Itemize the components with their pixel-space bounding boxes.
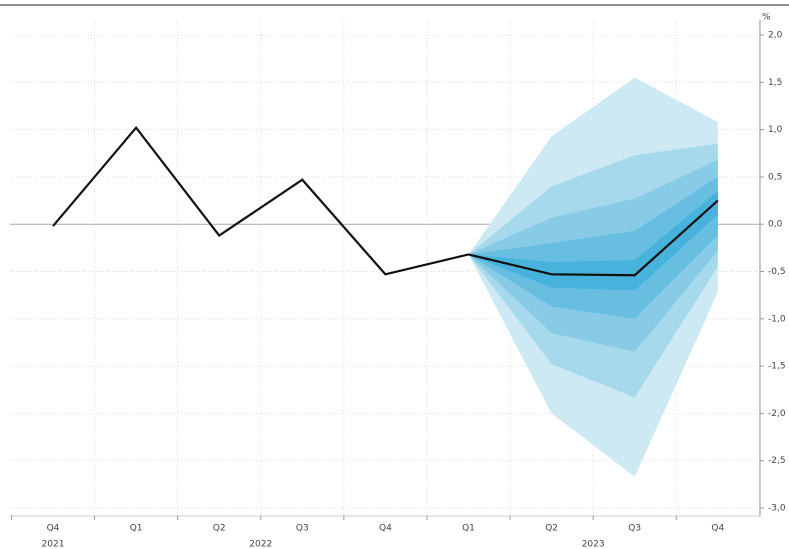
y-tick-label: 0,0: [768, 220, 783, 230]
y-tick-label: 1,5: [768, 78, 782, 88]
fan-band: [468, 176, 718, 319]
y-tick-label: -1,5: [768, 362, 786, 372]
y-tick-label: -3,0: [768, 504, 786, 514]
x-tick-label: Q2: [545, 524, 558, 534]
x-tick-label: Q3: [628, 524, 641, 534]
x-tick-label: Q4: [47, 524, 60, 534]
year-label: 2023: [582, 540, 605, 549]
x-tick-label: Q1: [462, 524, 475, 534]
fan-band: [468, 191, 718, 291]
y-tick-label: -2,0: [768, 409, 786, 419]
y-tick-label: -2,5: [768, 456, 786, 466]
x-tick-label: Q4: [379, 524, 392, 534]
x-tick-label: Q4: [711, 524, 724, 534]
x-tick-label: Q1: [130, 524, 143, 534]
unit-label: %: [762, 13, 771, 23]
year-label: 2021: [42, 540, 65, 549]
x-tick-label: Q2: [213, 524, 226, 534]
y-tick-label: 0,5: [768, 172, 782, 182]
line: [52, 125, 719, 277]
y-tick-label: -0,5: [768, 267, 786, 277]
y-tick-label: 1,0: [768, 125, 783, 135]
y-tick-label: 2,0: [768, 31, 783, 41]
y-tick-label: -1,0: [768, 314, 786, 324]
x-tick-label: Q3: [296, 524, 309, 534]
year-label: 2022: [249, 540, 272, 549]
